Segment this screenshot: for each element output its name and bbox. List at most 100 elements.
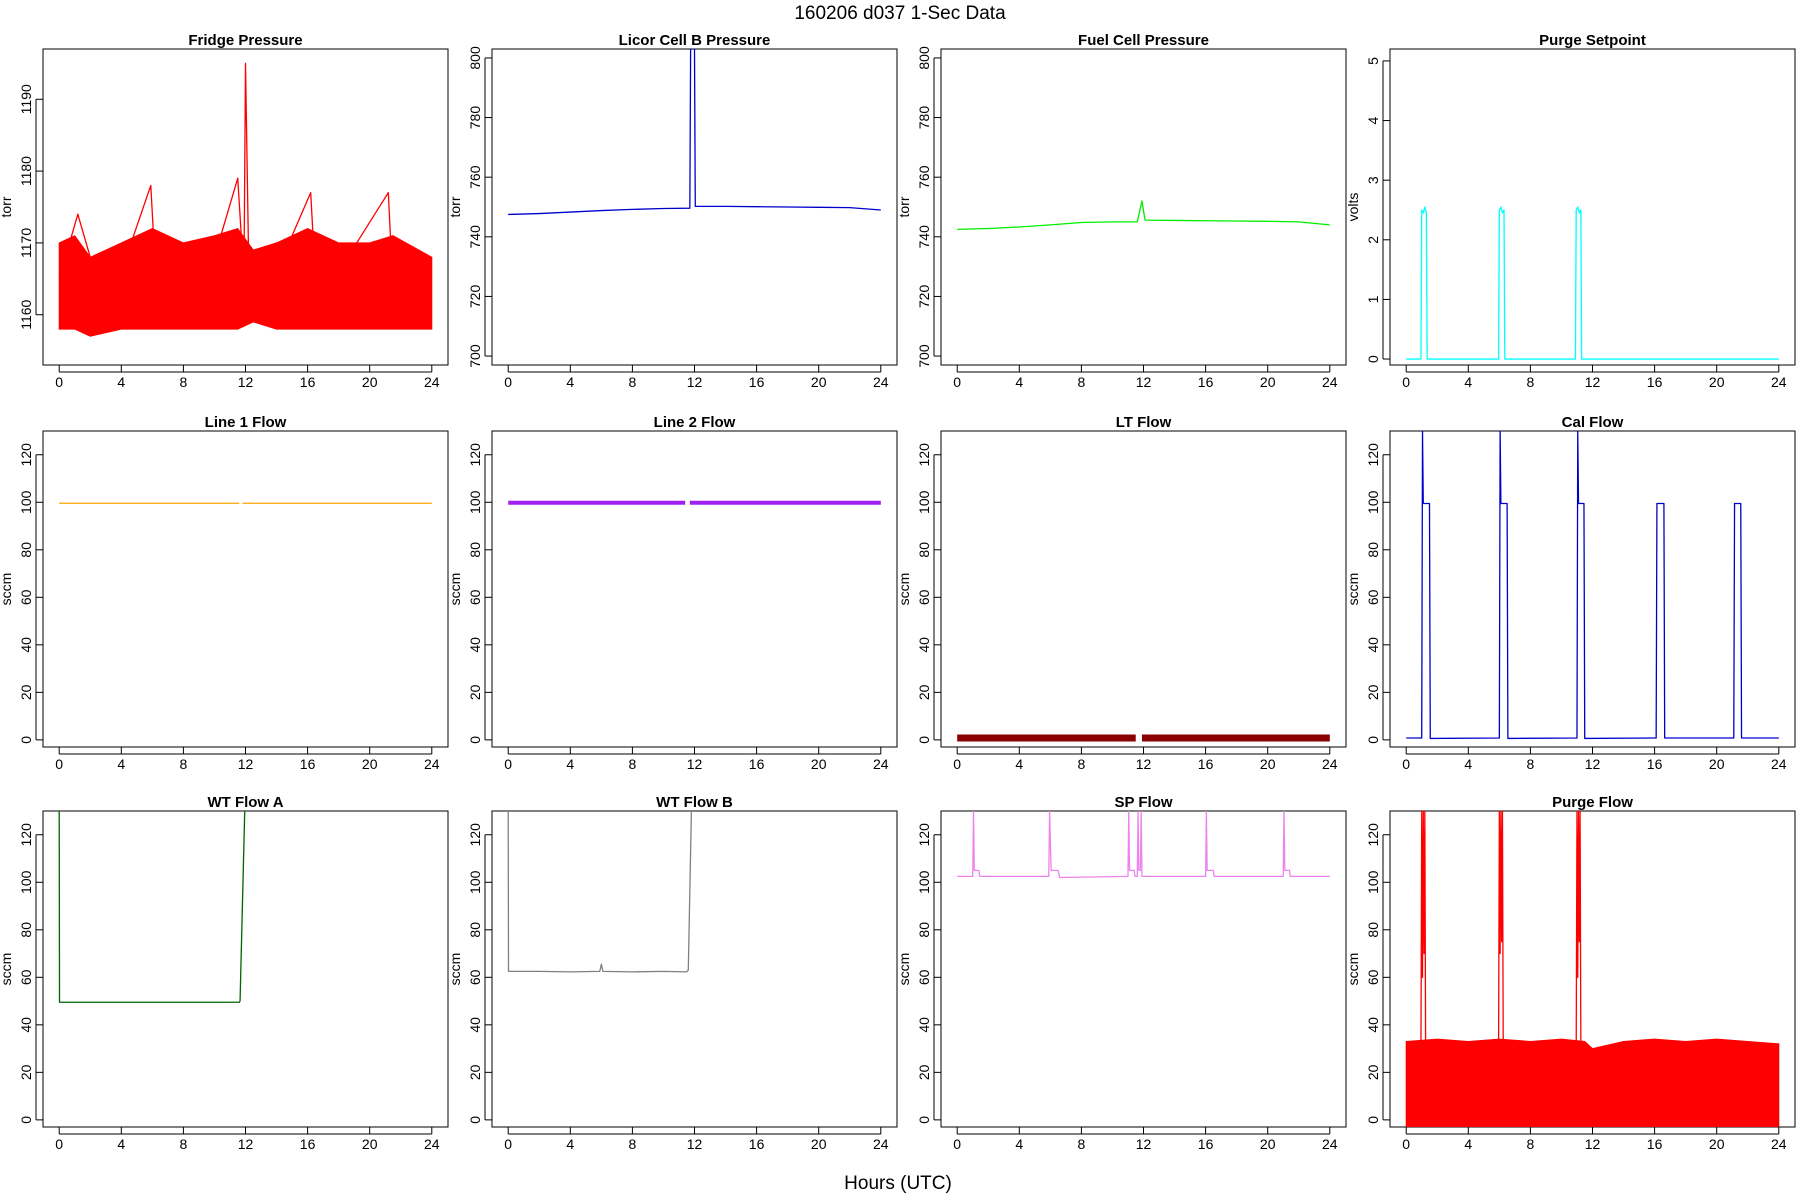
- plot-area: [1406, 206, 1779, 360]
- data-envelope: [58, 227, 433, 337]
- y-tick-label: 0: [18, 1116, 34, 1124]
- plot-area: [1406, 431, 1779, 740]
- x-tick-label: 8: [180, 756, 188, 772]
- y-axis-label: sccm: [896, 573, 912, 606]
- x-tick-label: 0: [55, 374, 63, 390]
- x-tick-label: 16: [300, 1136, 316, 1152]
- y-axis-label: sccm: [1345, 953, 1361, 986]
- x-tick-label: 20: [362, 374, 378, 390]
- y-tick-label: 120: [467, 823, 483, 847]
- y-tick-label: 760: [916, 165, 932, 189]
- series-line-1: [508, 49, 881, 216]
- x-tick-label: 16: [1647, 1136, 1663, 1152]
- x-tick-label: 0: [55, 1136, 63, 1152]
- y-tick-label: 0: [467, 736, 483, 744]
- x-tick-label: 20: [362, 1136, 378, 1152]
- y-tick-label: 1180: [18, 156, 34, 186]
- y-tick-label: 60: [467, 969, 483, 985]
- y-tick-label: 40: [467, 1017, 483, 1033]
- y-tick-label: 100: [467, 490, 483, 514]
- plot-area: [58, 811, 246, 1003]
- x-tick-label: 16: [300, 756, 316, 772]
- y-tick-label: 2: [1365, 236, 1381, 244]
- y-axis-label: sccm: [0, 573, 14, 606]
- plot-area: [957, 811, 1330, 879]
- y-tick-label: 80: [467, 542, 483, 558]
- x-tick-label: 12: [1136, 1136, 1152, 1152]
- x-tick-label: 0: [953, 1136, 961, 1152]
- x-tick-label: 16: [1198, 756, 1214, 772]
- y-tick-label: 60: [916, 969, 932, 985]
- x-tick-label: 0: [1402, 374, 1410, 390]
- x-tick-label: 20: [1260, 374, 1276, 390]
- x-tick-label: 16: [1647, 374, 1663, 390]
- x-tick-label: 4: [117, 756, 125, 772]
- x-tick-label: 8: [1527, 1136, 1535, 1152]
- y-tick-label: 740: [467, 225, 483, 249]
- x-tick-label: 4: [117, 1136, 125, 1152]
- y-axis-label: volts: [1345, 193, 1361, 222]
- x-tick-label: 24: [873, 1136, 889, 1152]
- y-tick-label: 120: [916, 823, 932, 847]
- x-tick-label: 24: [1322, 756, 1338, 772]
- panel-6: Line 2 Flow 0 4 8 12 16 20 24 0 20 40 60 80 100 120 scc…: [447, 414, 898, 772]
- x-tick-label: 4: [566, 1136, 574, 1152]
- plot-area: [1405, 811, 1780, 1127]
- y-tick-label: 80: [1365, 542, 1381, 558]
- series-line-1: [957, 200, 1330, 231]
- y-tick-label: 740: [916, 225, 932, 249]
- panel-title: Line 2 Flow: [654, 414, 736, 431]
- x-tick-label: 0: [55, 756, 63, 772]
- series-line-1: [1406, 206, 1779, 360]
- y-tick-label: 0: [18, 736, 34, 744]
- y-tick-label: 0: [1365, 355, 1381, 363]
- x-tick-label: 8: [1078, 374, 1086, 390]
- data-envelope: [1405, 1038, 1780, 1127]
- y-tick-label: 1160: [18, 299, 34, 329]
- y-tick-label: 20: [18, 1064, 34, 1080]
- x-tick-label: 4: [566, 374, 574, 390]
- y-tick-label: 120: [467, 443, 483, 467]
- x-tick-label: 24: [424, 1136, 440, 1152]
- y-tick-label: 80: [18, 922, 34, 938]
- y-tick-label: 20: [916, 684, 932, 700]
- y-tick-label: 100: [916, 490, 932, 514]
- panel-9: WT Flow A 0 4 8 12 16 20 24 0 20 40 60 80 100 120 sccm: [0, 794, 449, 1152]
- panel-title: Licor Cell B Pressure: [619, 32, 771, 49]
- y-axis-label: torr: [0, 196, 14, 217]
- y-tick-label: 5: [1365, 57, 1381, 65]
- y-tick-label: 80: [916, 542, 932, 558]
- panel-10: WT Flow B 0 4 8 12 16 20 24 0 20 40 60 80 100 120 sccm: [447, 794, 898, 1152]
- x-tick-label: 16: [1198, 374, 1214, 390]
- x-tick-label: 0: [504, 374, 512, 390]
- panel-1: Fridge Pressure 0 4 8 12 16 20 24 1160 1170 1180 11…: [0, 32, 449, 390]
- plot-area: [957, 200, 1330, 231]
- y-tick-label: 20: [467, 1064, 483, 1080]
- x-tick-label: 24: [1771, 756, 1787, 772]
- y-axis-label: torr: [896, 196, 912, 217]
- y-tick-label: 0: [916, 1116, 932, 1124]
- y-axis-label: sccm: [1345, 573, 1361, 606]
- x-tick-label: 8: [180, 1136, 188, 1152]
- plot-frame: [940, 430, 1347, 748]
- x-tick-label: 4: [566, 756, 574, 772]
- x-tick-label: 12: [1136, 756, 1152, 772]
- y-tick-label: 40: [467, 637, 483, 653]
- panel-title: Cal Flow: [1562, 414, 1624, 431]
- series-line-1: [1406, 431, 1779, 740]
- y-tick-label: 40: [18, 637, 34, 653]
- plot-area: [507, 811, 693, 973]
- series-line-1: [957, 811, 1330, 879]
- x-tick-label: 24: [1771, 374, 1787, 390]
- y-tick-label: 100: [1365, 870, 1381, 894]
- x-tick-label: 20: [1709, 756, 1725, 772]
- y-tick-label: 120: [1365, 443, 1381, 467]
- panel-11: SP Flow 0 4 8 12 16 20 24 0 20 40 60 80 100 120 sccm: [896, 794, 1347, 1152]
- panel-title: WT Flow B: [656, 794, 733, 811]
- x-tick-label: 12: [687, 1136, 703, 1152]
- panel-7: LT Flow 0 4 8 12 16 20 24 0 20 40 60 80 100 120 sccm: [896, 414, 1347, 772]
- y-tick-label: 100: [916, 870, 932, 894]
- y-axis-label: torr: [447, 196, 463, 217]
- y-tick-label: 100: [1365, 490, 1381, 514]
